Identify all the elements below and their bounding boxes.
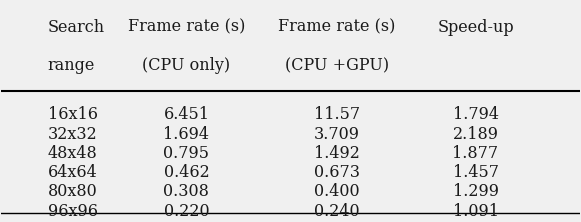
Text: 16x16: 16x16 [48, 106, 98, 123]
Text: 0.220: 0.220 [164, 203, 209, 220]
Text: 0.308: 0.308 [163, 183, 209, 200]
Text: 0.673: 0.673 [314, 164, 360, 181]
Text: 1.492: 1.492 [314, 145, 360, 162]
Text: 0.462: 0.462 [163, 164, 209, 181]
Text: 0.795: 0.795 [163, 145, 209, 162]
Text: Frame rate (s): Frame rate (s) [128, 19, 245, 36]
Text: range: range [48, 57, 95, 74]
Text: 11.57: 11.57 [314, 106, 360, 123]
Text: 1.794: 1.794 [453, 106, 498, 123]
Text: 48x48: 48x48 [48, 145, 98, 162]
Text: 6.451: 6.451 [163, 106, 209, 123]
Text: (CPU only): (CPU only) [142, 57, 231, 74]
Text: 96x96: 96x96 [48, 203, 98, 220]
Text: 2.189: 2.189 [453, 126, 498, 143]
Text: Search: Search [48, 19, 105, 36]
Text: 3.709: 3.709 [314, 126, 360, 143]
Text: 1.877: 1.877 [453, 145, 498, 162]
Text: 1.694: 1.694 [163, 126, 209, 143]
Text: (CPU +GPU): (CPU +GPU) [285, 57, 389, 74]
Text: 0.400: 0.400 [314, 183, 360, 200]
Text: 0.240: 0.240 [314, 203, 360, 220]
Text: Frame rate (s): Frame rate (s) [278, 19, 396, 36]
Text: 1.299: 1.299 [453, 183, 498, 200]
Text: Speed-up: Speed-up [437, 19, 514, 36]
Text: 1.091: 1.091 [453, 203, 498, 220]
Text: 80x80: 80x80 [48, 183, 98, 200]
Text: 64x64: 64x64 [48, 164, 98, 181]
Text: 1.457: 1.457 [453, 164, 498, 181]
Text: 32x32: 32x32 [48, 126, 98, 143]
